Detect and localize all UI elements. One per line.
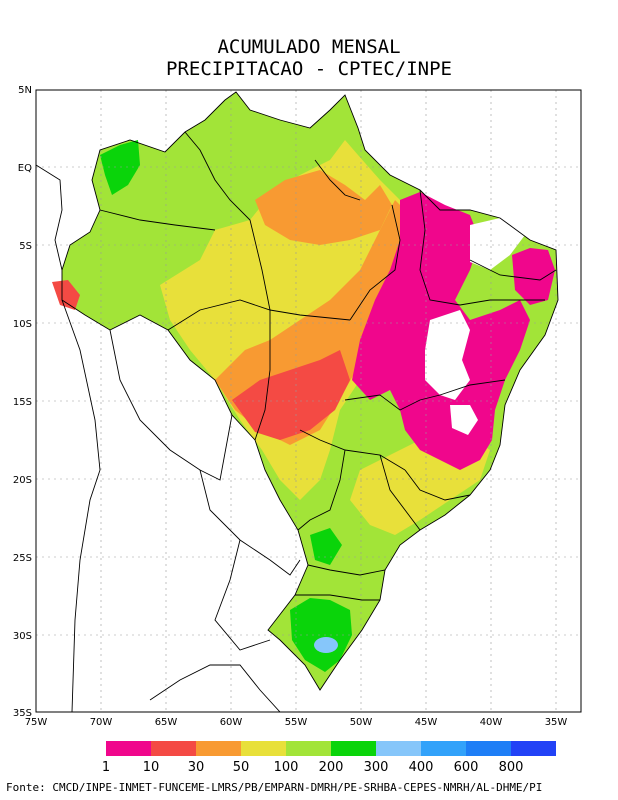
legend-label: 1 xyxy=(102,760,110,775)
lon-label: 75W xyxy=(25,717,48,728)
lat-label: 25S xyxy=(13,553,32,564)
legend-swatch xyxy=(151,741,196,756)
lon-label: 45W xyxy=(415,717,438,728)
legend-label: 400 xyxy=(409,760,434,775)
precip-region-red-west xyxy=(52,280,80,310)
legend-swatch xyxy=(376,741,421,756)
lon-label: 50W xyxy=(350,717,373,728)
map-frame xyxy=(35,89,582,713)
legend-label: 50 xyxy=(233,760,250,775)
lat-label: 10S xyxy=(13,319,32,330)
precip-region-green-south xyxy=(290,598,352,672)
lat-label: 5N xyxy=(18,85,32,96)
legend-label: 100 xyxy=(274,760,299,775)
lon-label: 55W xyxy=(285,717,308,728)
lon-axis: 75W 70W 65W 60W 55W 50W 45W 40W 35W xyxy=(25,717,568,728)
legend-label: 30 xyxy=(188,760,205,775)
lat-label: EQ xyxy=(18,163,32,174)
lat-label: 15S xyxy=(13,397,32,408)
precip-region-green-south-2 xyxy=(310,528,342,565)
lon-label: 70W xyxy=(90,717,113,728)
lon-label: 35W xyxy=(545,717,568,728)
nodata-region-2 xyxy=(470,218,525,270)
precip-region-green-nw xyxy=(100,140,140,195)
lat-label: 30S xyxy=(13,631,32,642)
legend-swatch xyxy=(196,741,241,756)
legend-swatch xyxy=(106,741,151,756)
legend-label: 300 xyxy=(364,760,389,775)
legend-swatch xyxy=(511,741,556,756)
precip-region-orange-north xyxy=(255,170,392,245)
legend-swatch xyxy=(466,741,511,756)
lon-label: 65W xyxy=(155,717,178,728)
nodata-region-3 xyxy=(450,405,478,435)
map-title-line1: ACUMULADO MENSAL xyxy=(217,36,401,58)
legend-label: 200 xyxy=(319,760,344,775)
lat-label: 5S xyxy=(19,241,32,252)
legend-label: 800 xyxy=(499,760,524,775)
political-boundaries xyxy=(36,91,559,712)
precip-region-lightblue xyxy=(314,637,338,653)
legend-colorbar xyxy=(106,741,556,756)
lat-label: 35S xyxy=(13,708,32,719)
legend-label: 10 xyxy=(143,760,160,775)
legend-label: 600 xyxy=(454,760,479,775)
lon-label: 60W xyxy=(220,717,243,728)
data-source-credit: Fonte: CMCD/INPE-INMET-FUNCEME-LMRS/PB/E… xyxy=(6,781,543,794)
precip-region-magenta-coast xyxy=(512,248,555,305)
map-grid xyxy=(36,90,581,712)
nodata-region xyxy=(425,310,470,400)
map-title-line2: PRECIPITACAO - CPTEC/INPE xyxy=(166,58,452,80)
lat-label: 20S xyxy=(13,475,32,486)
lat-axis: 5N EQ 5S 10S 15S 20S 25S 30S 35S xyxy=(13,85,32,719)
precip-field xyxy=(52,92,558,690)
legend-swatch xyxy=(241,741,286,756)
legend-labels: 1 10 30 50 100 200 300 400 600 800 xyxy=(102,760,524,775)
legend-swatch xyxy=(421,741,466,756)
lon-label: 40W xyxy=(480,717,503,728)
legend-swatch xyxy=(331,741,376,756)
legend-swatch xyxy=(286,741,331,756)
precip-region-red xyxy=(232,350,350,440)
